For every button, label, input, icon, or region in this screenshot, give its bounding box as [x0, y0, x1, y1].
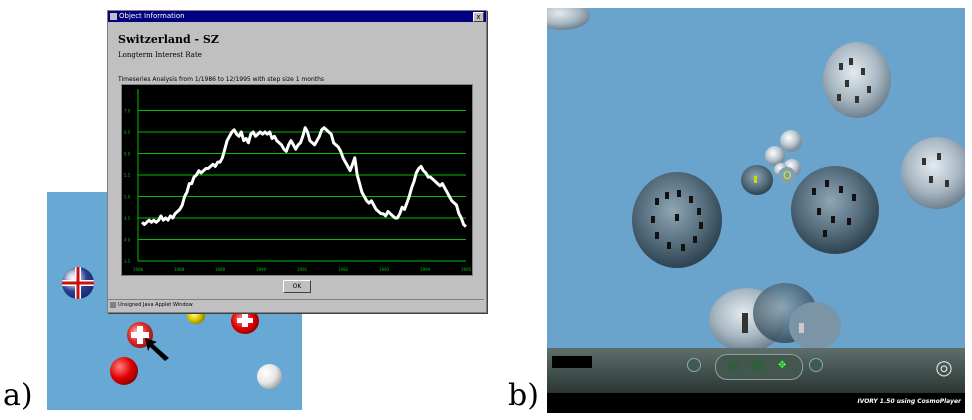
- player-status-text: IVORY 1.50 using CosmoPlayer: [857, 398, 961, 405]
- red-ball[interactable]: [110, 357, 138, 385]
- player-status-bar: [547, 393, 965, 413]
- close-button[interactable]: x: [473, 12, 484, 22]
- interest-rate-series-line: [140, 126, 467, 228]
- x-tick-label: 1990: [256, 267, 267, 272]
- y-tick-label: 6.5: [124, 130, 131, 135]
- panel-label-b: b): [508, 378, 539, 413]
- series-subtitle: Longterm Interest Rate: [118, 51, 202, 59]
- analysis-description: Timeseries Analysis from 1/1986 to 12/19…: [118, 76, 325, 83]
- timeseries-chart: 7.0 6.5 6.0 5.5 5.0 4.5 4.0 3.5 1986 1988 1989 1990…: [121, 84, 473, 276]
- zoom-icon[interactable]: [728, 361, 738, 371]
- cluster-scene: O: [547, 8, 965, 348]
- marker-label: O: [783, 169, 792, 182]
- object-information-dialog: Object Information x Switzerland - SZ Lo…: [107, 10, 487, 313]
- viewpoint-list[interactable]: [552, 356, 592, 368]
- applet-status-bar: Unsigned Java Applet Window: [108, 299, 484, 311]
- white-ball[interactable]: [257, 364, 282, 389]
- y-tick-label: 4.5: [124, 216, 131, 221]
- seek-button[interactable]: [809, 358, 823, 372]
- left-dark-cluster[interactable]: [632, 172, 722, 268]
- dialog-title: Object Information: [119, 12, 185, 20]
- applet-warning-icon: [110, 302, 116, 308]
- x-tick-label: 1995: [461, 267, 472, 272]
- bottom-cluster[interactable]: [709, 283, 841, 348]
- y-tick-label: 3.5: [124, 259, 131, 264]
- y-tick-label: 5.5: [124, 173, 131, 178]
- scene-b-viewport[interactable]: O ✥ ◎ IVORY 1.50 using CosmoPlayer: [547, 8, 965, 413]
- center-dark-cluster[interactable]: [791, 166, 879, 254]
- dialog-title-bar[interactable]: Object Information x: [108, 11, 486, 22]
- panel-label-a: a): [3, 378, 33, 413]
- x-tick-label: 1994: [420, 267, 431, 272]
- bubble-group[interactable]: [765, 130, 802, 185]
- y-tick-label: 7.0: [124, 109, 131, 114]
- go-button[interactable]: [687, 358, 701, 372]
- uk-flag-ball[interactable]: [62, 267, 94, 299]
- y-tick-label: 5.0: [124, 195, 131, 200]
- y-tick-label: 6.0: [124, 152, 131, 157]
- x-tick-label: 1986: [133, 267, 144, 272]
- ok-button[interactable]: OK: [283, 280, 311, 293]
- top-right-cluster[interactable]: [823, 42, 891, 118]
- x-tick-label: 1993: [379, 267, 390, 272]
- window-icon: [110, 13, 117, 20]
- x-tick-label: 1988: [174, 267, 185, 272]
- applet-status-text: Unsigned Java Applet Window: [118, 302, 193, 308]
- right-edge-cluster[interactable]: [901, 137, 965, 209]
- corner-cluster[interactable]: [547, 8, 590, 30]
- x-tick-label: 1992: [338, 267, 349, 272]
- cosmo-logo-icon: ◎: [935, 355, 953, 379]
- mouse-pointer-icon: [145, 338, 169, 361]
- pan-icon[interactable]: ✥: [778, 360, 787, 371]
- y-tick-label: 4.0: [124, 238, 131, 243]
- cosmoplayer-dashboard: ✥ ◎: [547, 348, 965, 393]
- x-tick-label: 1991: [297, 267, 308, 272]
- navigation-controls: ✥: [715, 354, 803, 380]
- rotate-icon[interactable]: [751, 360, 765, 372]
- x-tick-label: 1989: [215, 267, 226, 272]
- country-heading: Switzerland - SZ: [118, 33, 219, 46]
- small-disc-cluster[interactable]: [741, 165, 773, 195]
